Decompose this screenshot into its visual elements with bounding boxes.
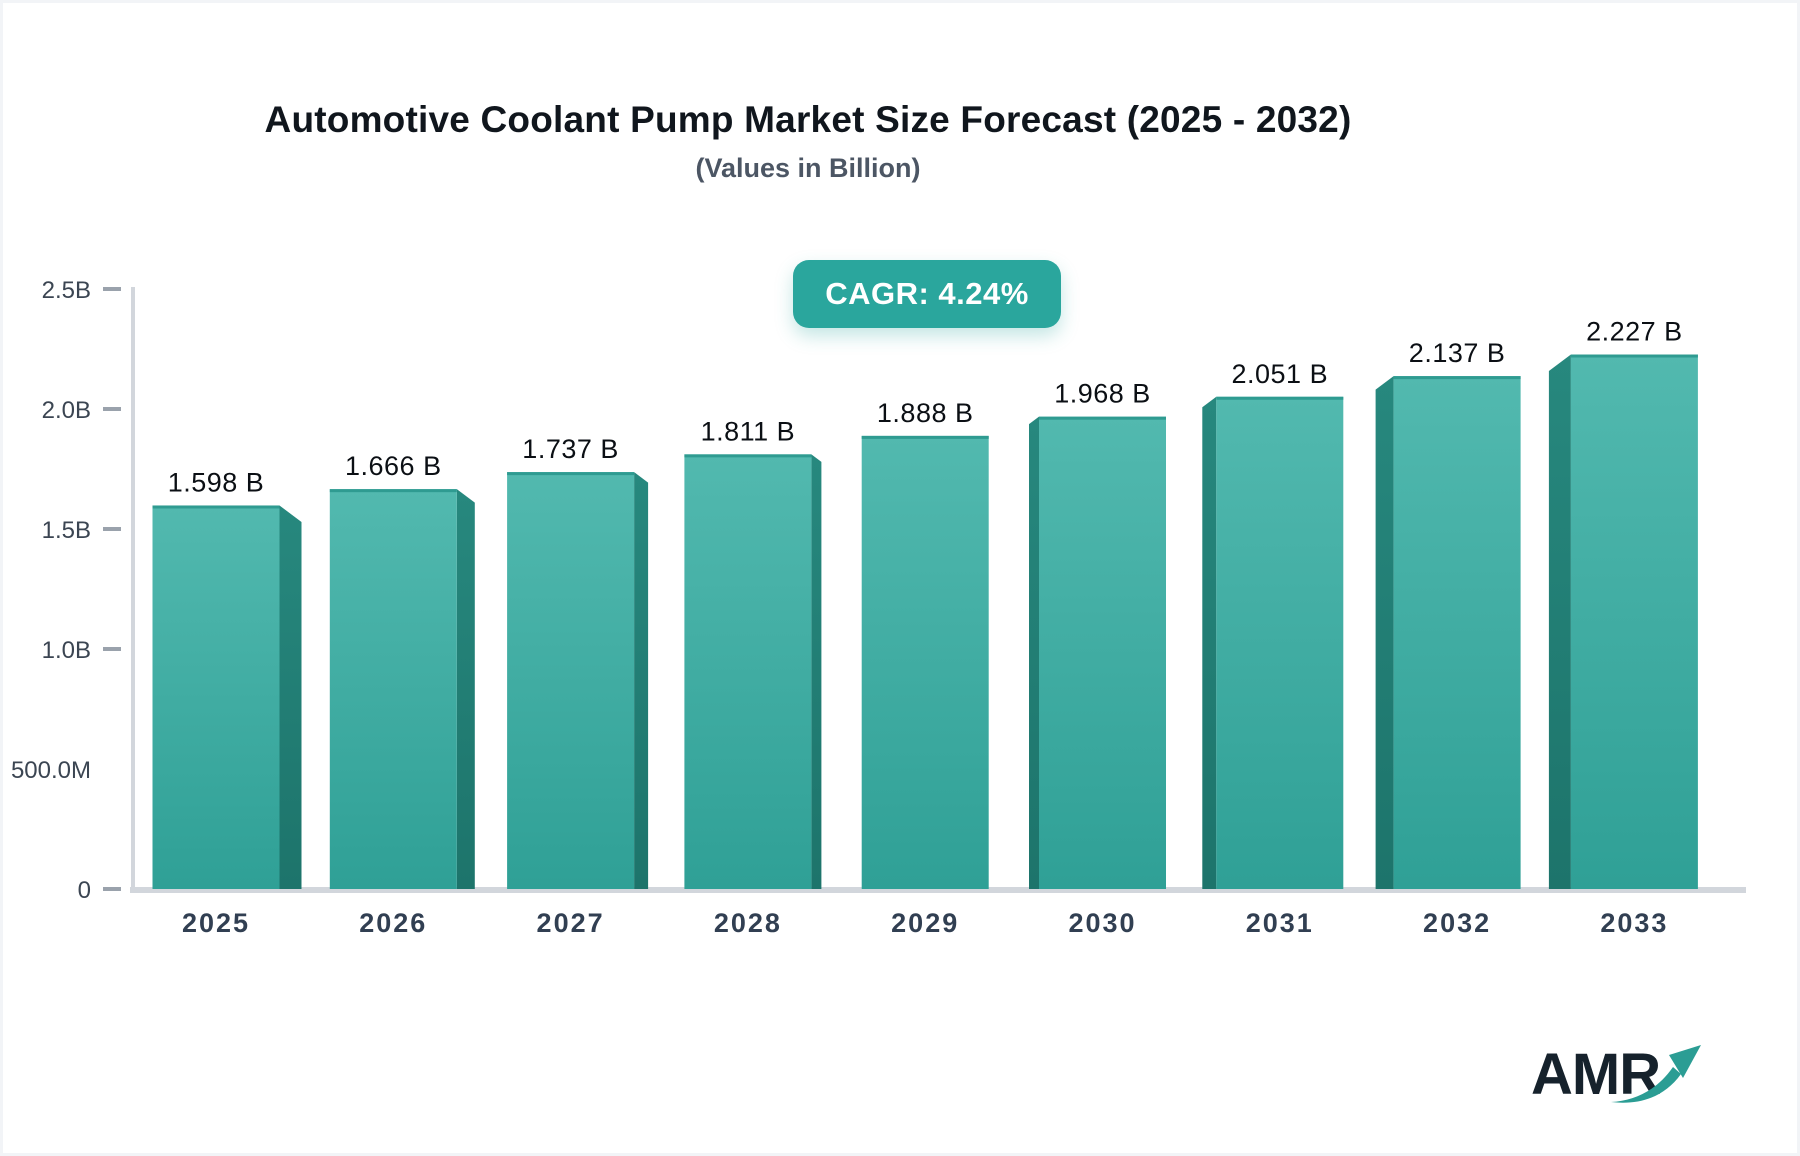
x-axis-label: 2026 (359, 908, 427, 938)
y-tick-label: 2.5B (42, 277, 91, 304)
bar-value-label: 1.888 B (877, 398, 974, 428)
bar-face (861, 435, 989, 889)
bar-side-3d (456, 489, 475, 889)
bar-value-label: 1.666 B (345, 451, 442, 481)
bar-group-2026: 1.666 B 2026 (329, 451, 475, 938)
x-axis-label: 2033 (1600, 908, 1668, 938)
bar-group-2025: 1.598 B 2025 (152, 467, 302, 938)
bar-group-2033: 2.227 B 2033 (1548, 317, 1698, 938)
bar-value-label: 2.137 B (1409, 338, 1506, 368)
cagr-badge: CAGR: 4.24% (793, 260, 1061, 328)
y-tick-mark (103, 287, 121, 291)
chart-title: Automotive Coolant Pump Market Size Fore… (264, 99, 1352, 140)
bar-side-3d (279, 505, 302, 889)
bar-value-label: 1.968 B (1054, 379, 1151, 409)
y-tick-label: 500.0M (11, 757, 91, 784)
bar-side-3d (1029, 416, 1039, 889)
bar-group-2027: 1.737 B 2027 (507, 434, 649, 938)
y-tick-label: 1.5B (42, 517, 91, 544)
bar-top-edge (1216, 396, 1344, 400)
bar-value-label: 2.051 B (1232, 359, 1329, 389)
bar-face (152, 505, 280, 889)
bar-group-2030: 1.968 B 2030 (1029, 379, 1166, 938)
growth-arrow-icon (1611, 1045, 1701, 1103)
bar-face (329, 489, 457, 889)
chart-subtitle: (Values in Billion) (695, 153, 921, 183)
y-axis-line (131, 287, 135, 889)
bar-top-edge (1393, 376, 1521, 380)
bar-face (1393, 376, 1521, 889)
bar-side-3d (1202, 396, 1217, 889)
x-axis-line (130, 887, 1746, 893)
bar-top-edge (152, 505, 280, 509)
bar-face (1216, 396, 1344, 889)
y-tick-label: 2.0B (42, 397, 91, 424)
bar-group-2032: 2.137 B 2032 (1375, 338, 1521, 938)
x-axis-label: 2031 (1246, 908, 1314, 938)
y-tick-label: 0 (78, 877, 91, 904)
y-tick-mark (103, 887, 121, 891)
bar-face (1570, 354, 1698, 889)
bar-side-3d (811, 454, 822, 889)
bar-top-edge (329, 489, 457, 493)
x-axis-label: 2025 (182, 908, 250, 938)
bar-value-label: 1.811 B (701, 416, 796, 446)
bar-face (684, 454, 812, 889)
bar-group-2031: 2.051 B 2031 (1202, 359, 1344, 938)
y-tick-mark (103, 647, 121, 651)
x-axis-label: 2028 (714, 908, 782, 938)
bar-top-edge (1570, 354, 1698, 358)
x-axis-label: 2027 (537, 908, 605, 938)
bar-top-edge (684, 454, 812, 458)
bar-side-3d (1375, 376, 1394, 889)
bar-side-3d (634, 472, 649, 889)
bar-group-2029: 1.888 B 2029 (861, 398, 989, 938)
bar-top-edge (507, 472, 635, 476)
y-tick-mark (103, 527, 121, 531)
bar-group-2028: 1.811 B 2028 (684, 416, 822, 938)
bar-top-edge (861, 435, 989, 439)
y-tick-mark (103, 407, 121, 411)
amr-logo: AMR (1531, 1041, 1716, 1113)
x-axis-label: 2029 (891, 908, 959, 938)
bar-face (507, 472, 635, 889)
bar-chart-svg: 2.5B 2.0B 1.5B 1.0B 500.0M 0 1.598 B 2025 1.666 … (11, 277, 1746, 938)
bar-face (1039, 416, 1166, 889)
bar-value-label: 2.227 B (1586, 317, 1683, 347)
y-tick-label: 1.0B (42, 637, 91, 664)
bar-value-label: 1.737 B (522, 434, 619, 464)
bar-value-label: 1.598 B (168, 467, 265, 497)
bar-side-3d (1548, 354, 1571, 889)
x-axis-label: 2032 (1423, 908, 1491, 938)
x-axis-label: 2030 (1068, 908, 1136, 938)
bar-top-edge (1039, 416, 1166, 420)
